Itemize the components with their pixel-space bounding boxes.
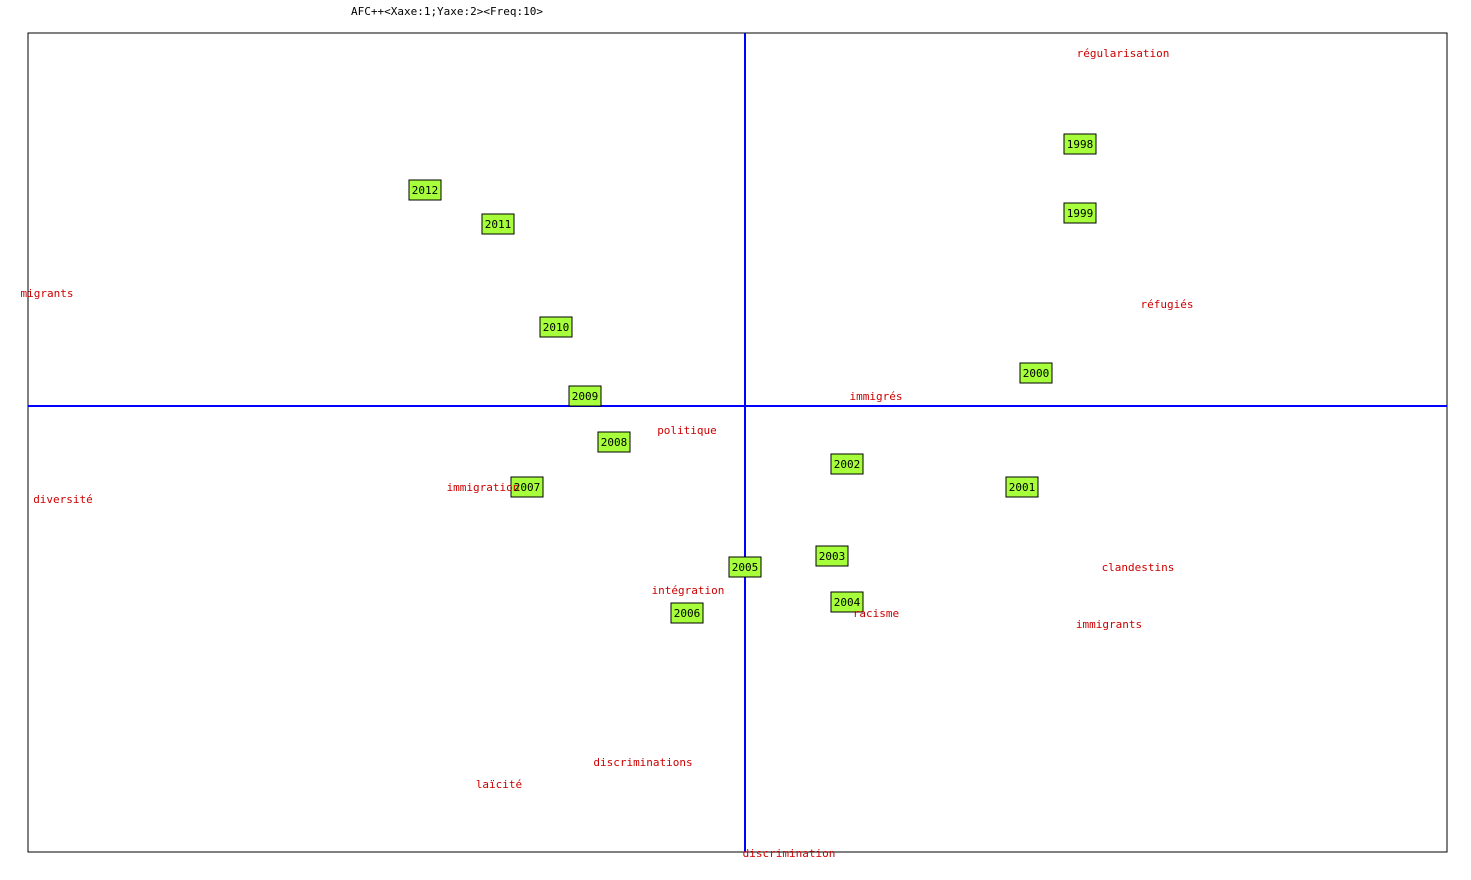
point-box	[1063, 202, 1097, 224]
point-label: 2002	[834, 458, 861, 471]
point-label: 2003	[819, 550, 846, 563]
point-label: 1998	[1067, 138, 1094, 151]
point-box	[481, 213, 515, 235]
point-label: migrants	[21, 287, 74, 300]
point-label: immigration	[447, 481, 520, 494]
point-label: 2010	[543, 321, 570, 334]
point-box	[408, 179, 442, 201]
point-box	[510, 476, 544, 498]
point-label: 2001	[1009, 481, 1036, 494]
point-box	[830, 591, 864, 613]
point-label: 2009	[572, 390, 599, 403]
point-label: laïcité	[476, 778, 522, 791]
point-label: 2006	[674, 607, 701, 620]
point-label: racisme	[853, 607, 899, 620]
point-label: 2012	[412, 184, 439, 197]
point-label: intégration	[652, 584, 725, 597]
point-box	[815, 545, 849, 567]
point-box	[539, 316, 573, 338]
point-label: réfugiés	[1141, 298, 1194, 311]
point-label: clandestins	[1102, 561, 1175, 574]
point-label: politique	[657, 424, 717, 437]
point-label: discrimination	[743, 847, 836, 860]
point-label: immigrés	[850, 390, 903, 403]
plot-frame	[27, 32, 1448, 853]
point-box	[670, 602, 704, 624]
point-label: 2008	[601, 436, 628, 449]
point-box	[1005, 476, 1039, 498]
point-label: 2000	[1023, 367, 1050, 380]
point-box	[830, 453, 864, 475]
point-label: 2007	[514, 481, 541, 494]
point-box	[1063, 133, 1097, 155]
point-label: discriminations	[593, 756, 692, 769]
point-label: immigrants	[1076, 618, 1142, 631]
point-box	[597, 431, 631, 453]
point-label: 2005	[732, 561, 759, 574]
point-label: 2011	[485, 218, 512, 231]
point-box	[568, 385, 602, 407]
point-label: diversité	[33, 493, 93, 506]
point-label: 1999	[1067, 207, 1094, 220]
point-box	[728, 556, 762, 578]
point-box	[1019, 362, 1053, 384]
chart-title: AFC++<Xaxe:1;Yaxe:2><Freq:10>	[351, 5, 543, 18]
point-label: régularisation	[1077, 47, 1170, 60]
point-label: 2004	[834, 596, 861, 609]
